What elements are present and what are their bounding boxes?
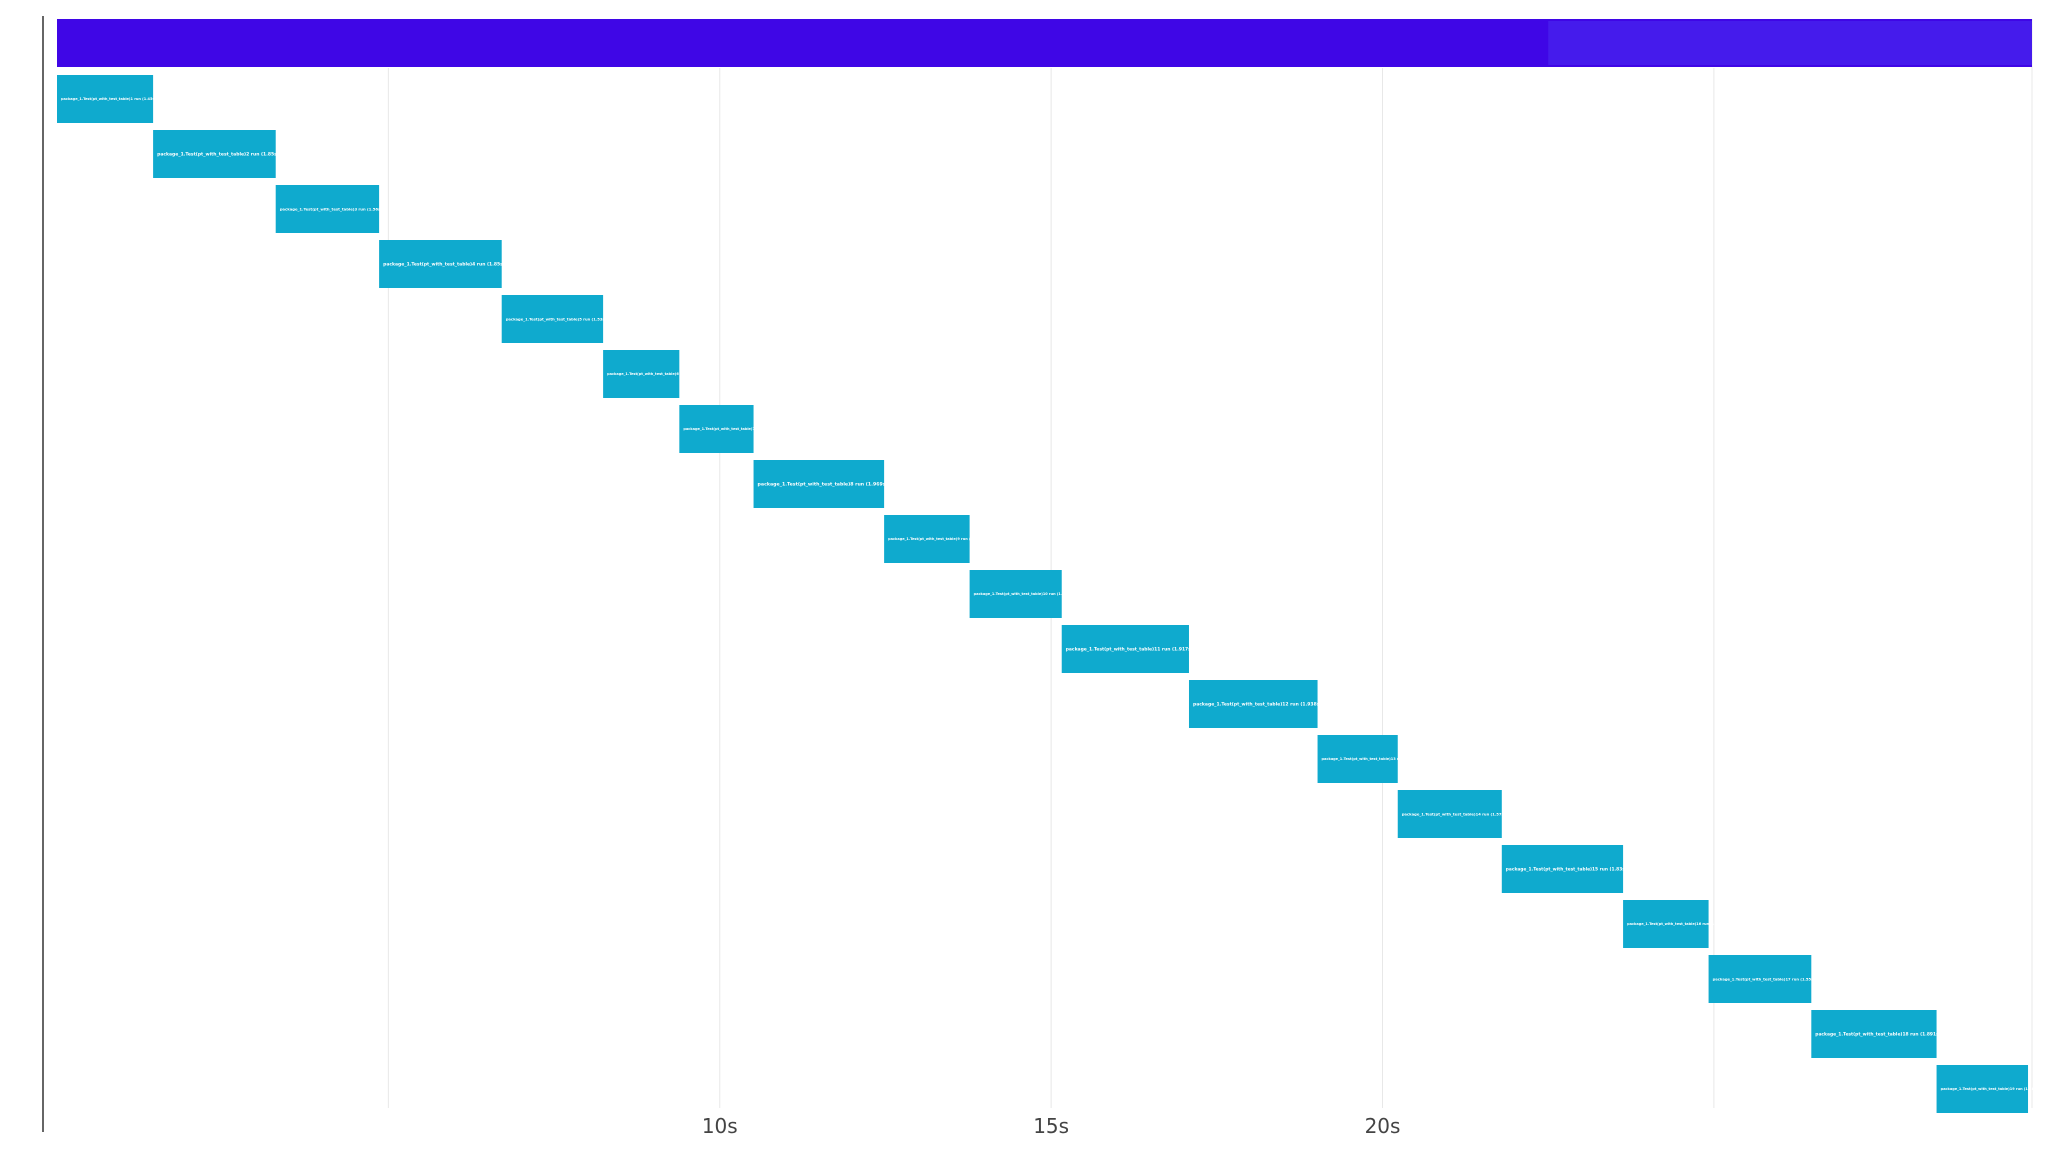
span-label: package_1.Test(pt_with_test_table)5 run … bbox=[506, 317, 607, 321]
span-label: package_1.Test(pt_with_test_table)7 run … bbox=[683, 427, 778, 431]
bar-layer: package_1.Test(pt_with_test_table)1 run … bbox=[57, 19, 2038, 1113]
span-bar bbox=[501, 295, 604, 343]
span-bar bbox=[1623, 900, 1709, 948]
span-label: package_1.Test(pt_with_test_table)6 run … bbox=[607, 372, 702, 376]
span-bar bbox=[1317, 735, 1398, 783]
span-label: package_1.Test(pt_with_test_table)9 run … bbox=[888, 537, 983, 541]
span-label: package_1.Test(pt_with_test_table)12 run… bbox=[1193, 702, 1322, 708]
span-label: package_1.Test(pt_with_test_table)17 run… bbox=[1713, 977, 1816, 981]
total-span-bar-highlight bbox=[1548, 21, 2032, 65]
span-label: package_1.Test(pt_with_test_table)1 run … bbox=[61, 97, 157, 101]
span-label: package_1.Test(pt_with_test_table)3 run … bbox=[280, 206, 383, 211]
span-bar bbox=[1936, 1065, 2029, 1113]
x-tick-label: 15s bbox=[1033, 1114, 1069, 1138]
span-bar bbox=[1061, 625, 1189, 673]
span-bar bbox=[1397, 790, 1502, 838]
span-label: package_1.Test(pt_with_test_table)2 run … bbox=[157, 152, 279, 158]
axis-layer: 10s 15s 20s bbox=[42, 16, 1401, 1138]
span-label: package_1.Test(pt_with_test_table)8 run … bbox=[758, 482, 888, 488]
span-bar bbox=[57, 75, 154, 123]
span-bar bbox=[153, 130, 276, 178]
span-bar bbox=[679, 405, 754, 453]
span-bar bbox=[1708, 955, 1812, 1003]
span-bar bbox=[969, 570, 1062, 618]
x-tick-label: 20s bbox=[1365, 1114, 1401, 1138]
span-label: package_1.Test(pt_with_test_table)19 run… bbox=[1941, 1087, 2039, 1091]
span-label: package_1.Test(pt_with_test_table)13 run… bbox=[1322, 757, 1420, 761]
x-tick-label: 10s bbox=[702, 1114, 738, 1138]
span-label: package_1.Test(pt_with_test_table)14 run… bbox=[1402, 812, 1506, 816]
span-label: package_1.Test(pt_with_test_table)10 run… bbox=[974, 592, 1072, 596]
grid-layer bbox=[387, 19, 2033, 1108]
span-bar bbox=[275, 185, 380, 233]
span-bar bbox=[1188, 680, 1318, 728]
span-bar bbox=[884, 515, 970, 563]
span-bar bbox=[1811, 1010, 1937, 1058]
span-label: package_1.Test(pt_with_test_table)18 run… bbox=[1815, 1032, 1940, 1038]
span-label: package_1.Test(pt_with_test_table)16 run… bbox=[1627, 922, 1725, 926]
span-bar bbox=[753, 460, 885, 508]
span-bar bbox=[379, 240, 502, 288]
span-label: package_1.Test(pt_with_test_table)15 run… bbox=[1506, 867, 1627, 873]
span-bar bbox=[603, 350, 680, 398]
span-label: package_1.Test(pt_with_test_table)4 run … bbox=[383, 262, 505, 268]
span-bar bbox=[1501, 845, 1624, 893]
span-label: package_1.Test(pt_with_test_table)11 run… bbox=[1066, 647, 1193, 653]
